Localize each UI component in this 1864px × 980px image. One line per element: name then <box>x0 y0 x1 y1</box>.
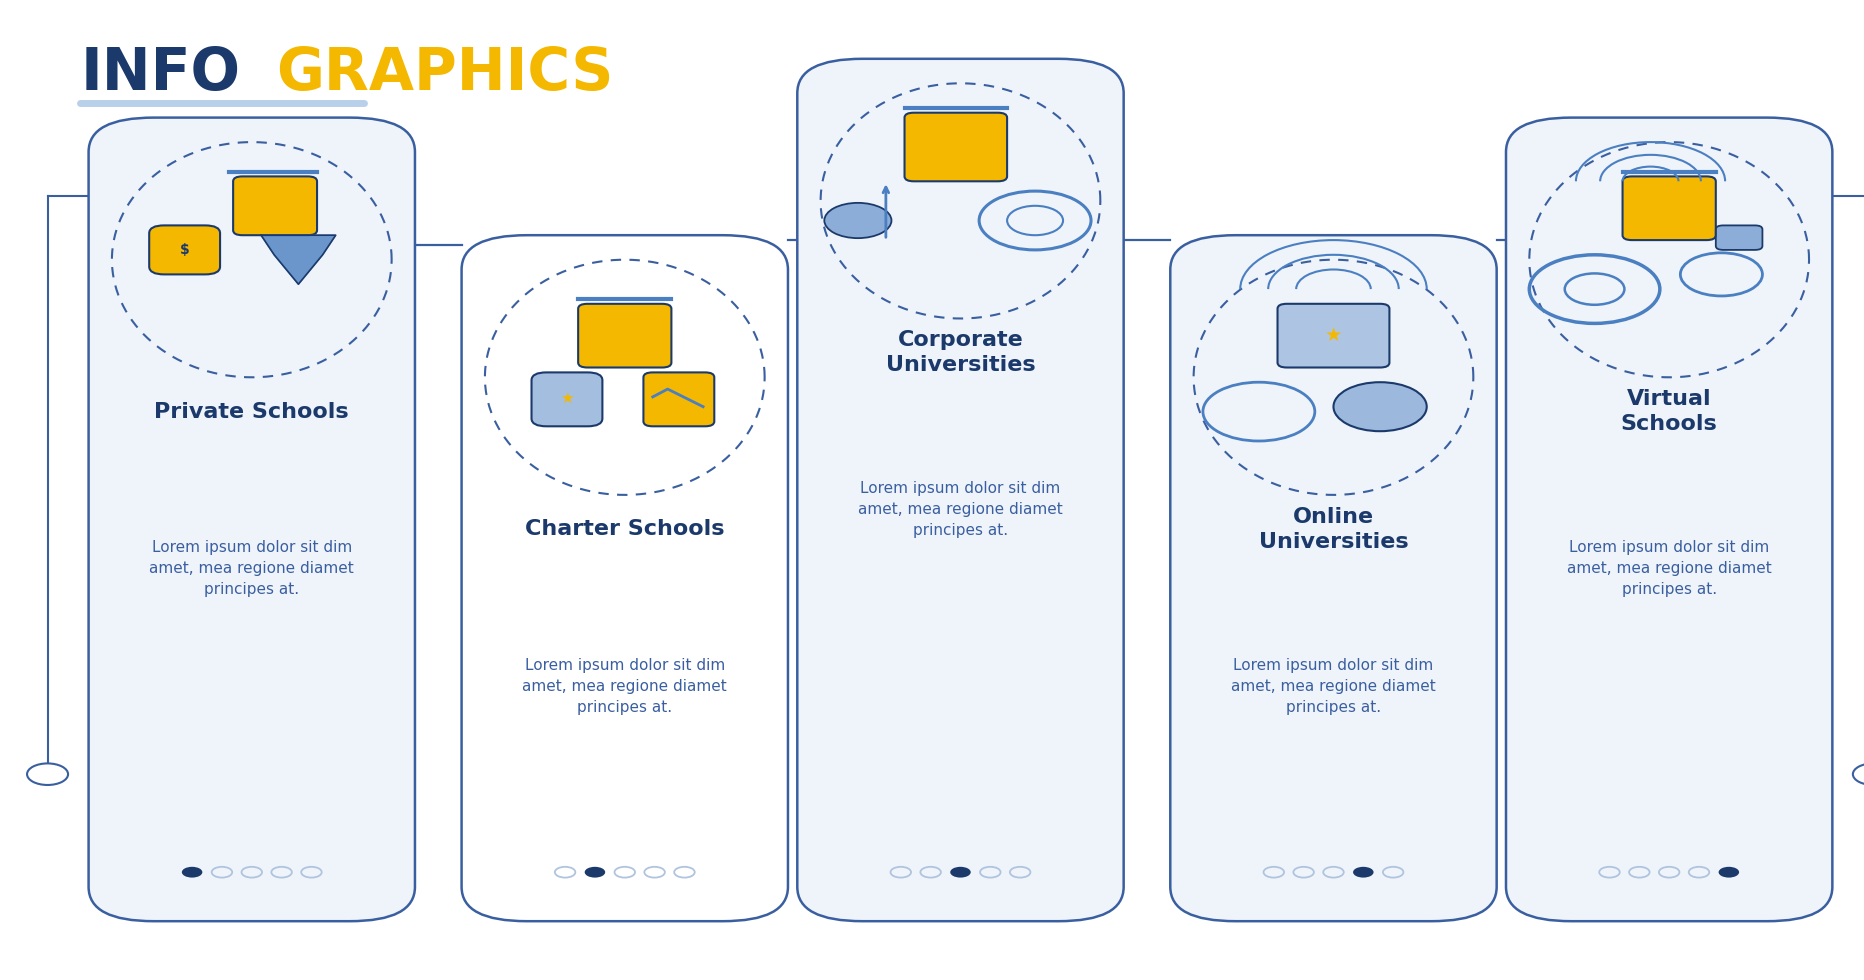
Circle shape <box>1333 382 1426 431</box>
FancyBboxPatch shape <box>89 118 414 921</box>
Circle shape <box>585 867 606 878</box>
FancyBboxPatch shape <box>578 304 671 368</box>
Circle shape <box>1719 867 1737 878</box>
Text: Lorem ipsum dolor sit dim
amet, mea regione diamet
principes at.: Lorem ipsum dolor sit dim amet, mea regi… <box>1230 658 1435 714</box>
FancyBboxPatch shape <box>1171 235 1495 921</box>
Text: GRAPHICS: GRAPHICS <box>276 45 613 102</box>
Text: Online
Universities: Online Universities <box>1258 507 1407 552</box>
Text: Corporate
Universities: Corporate Universities <box>885 330 1035 375</box>
FancyBboxPatch shape <box>1715 225 1761 250</box>
FancyBboxPatch shape <box>1171 235 1495 921</box>
FancyBboxPatch shape <box>1504 118 1830 921</box>
Text: INFO: INFO <box>80 45 240 102</box>
Text: Lorem ipsum dolor sit dim
amet, mea regione diamet
principes at.: Lorem ipsum dolor sit dim amet, mea regi… <box>149 540 354 597</box>
Circle shape <box>824 203 891 238</box>
FancyBboxPatch shape <box>233 176 317 235</box>
FancyBboxPatch shape <box>904 113 1007 181</box>
Circle shape <box>1851 763 1864 785</box>
Circle shape <box>949 867 971 878</box>
Text: ★: ★ <box>1323 325 1342 345</box>
FancyBboxPatch shape <box>462 235 787 921</box>
FancyBboxPatch shape <box>1622 176 1715 240</box>
Circle shape <box>183 867 203 878</box>
FancyBboxPatch shape <box>1277 304 1389 368</box>
Text: Lorem ipsum dolor sit dim
amet, mea regione diamet
principes at.: Lorem ipsum dolor sit dim amet, mea regi… <box>1566 540 1771 597</box>
Text: Private Schools: Private Schools <box>155 402 349 421</box>
FancyBboxPatch shape <box>89 118 414 921</box>
Text: $: $ <box>179 243 190 257</box>
Text: ★: ★ <box>559 391 574 407</box>
FancyBboxPatch shape <box>643 372 714 426</box>
FancyBboxPatch shape <box>531 372 602 426</box>
Text: Charter Schools: Charter Schools <box>526 519 723 539</box>
Circle shape <box>1353 867 1372 878</box>
Text: Virtual
Schools: Virtual Schools <box>1620 389 1717 434</box>
Text: Lorem ipsum dolor sit dim
amet, mea regione diamet
principes at.: Lorem ipsum dolor sit dim amet, mea regi… <box>857 481 1062 538</box>
Text: Lorem ipsum dolor sit dim
amet, mea regione diamet
principes at.: Lorem ipsum dolor sit dim amet, mea regi… <box>522 658 727 714</box>
FancyBboxPatch shape <box>149 225 220 274</box>
FancyBboxPatch shape <box>798 59 1122 921</box>
FancyBboxPatch shape <box>798 59 1122 921</box>
Circle shape <box>28 763 69 785</box>
Polygon shape <box>261 235 336 284</box>
FancyBboxPatch shape <box>1504 118 1830 921</box>
